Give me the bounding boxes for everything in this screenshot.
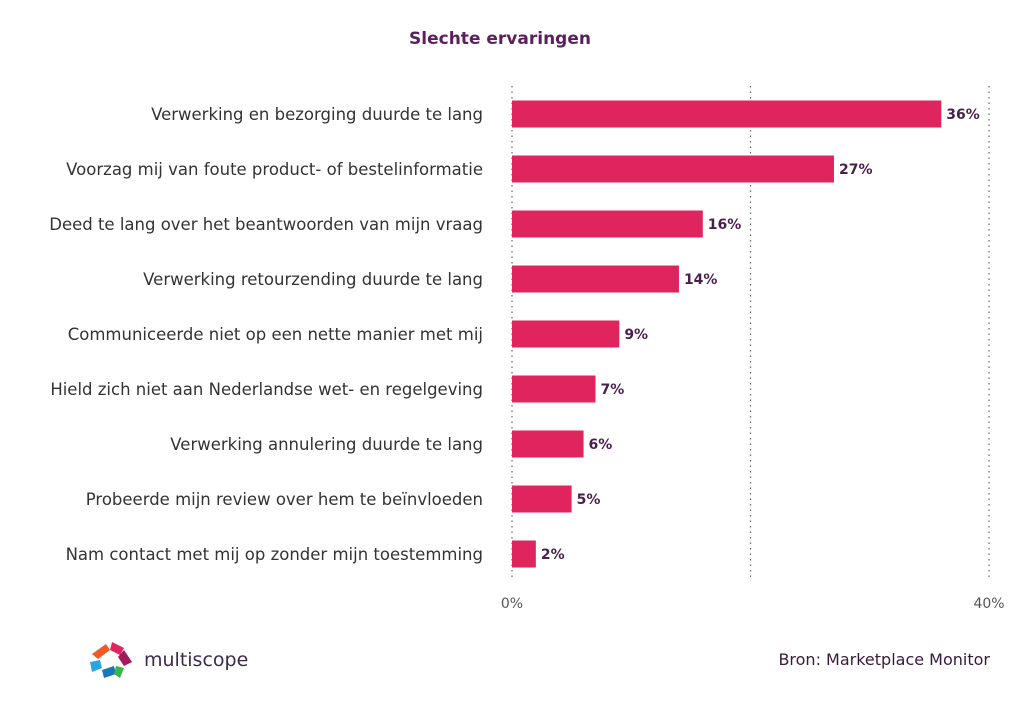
chart-title: Slechte ervaringen [409, 29, 591, 49]
value-label: 2% [541, 547, 565, 563]
bar [512, 320, 620, 348]
category-label: Verwerking annulering duurde te lang [170, 435, 483, 454]
source-note: Bron: Marketplace Monitor [778, 650, 990, 669]
bar-chart: Slechte ervaringen Verwerking en bezorgi… [49, 29, 1005, 612]
category-label: Communiceerde niet op een nette manier m… [68, 325, 483, 344]
value-labels: 36% 27% 16% 14% 9% 7% 6% 5% 2% [541, 107, 980, 563]
category-label: Voorzag mij van foute product- of bestel… [66, 160, 483, 179]
category-label: Probeerde mijn review over hem te beïnvl… [86, 490, 483, 509]
multiscope-logo: multiscope [88, 640, 248, 680]
value-label: 36% [946, 107, 980, 123]
bar [512, 485, 572, 513]
value-label: 9% [624, 327, 648, 343]
category-labels: Verwerking en bezorging duurde te lang Vo… [49, 105, 483, 564]
logo-text: multiscope [144, 649, 249, 671]
bar [512, 540, 536, 568]
category-label: Verwerking retourzending duurde te lang [143, 270, 483, 289]
value-label: 6% [589, 437, 613, 453]
bar [512, 375, 596, 403]
x-tick-label: 0% [501, 596, 523, 612]
x-axis-ticks: 0% 40% [501, 596, 1005, 612]
multiscope-logo-icon [90, 642, 132, 678]
value-label: 14% [684, 272, 718, 288]
bar [512, 155, 834, 183]
x-tick-label: 40% [973, 596, 1004, 612]
bar [512, 100, 942, 128]
value-label: 16% [708, 217, 742, 233]
category-label: Nam contact met mij op zonder mijn toest… [66, 545, 483, 564]
category-label: Hield zich niet aan Nederlandse wet- en … [50, 380, 483, 399]
value-label: 7% [600, 382, 624, 398]
bars [512, 100, 942, 568]
category-label: Verwerking en bezorging duurde te lang [151, 105, 483, 124]
category-label: Deed te lang over het beantwoorden van m… [49, 215, 483, 234]
bar [512, 210, 703, 238]
value-label: 5% [577, 492, 601, 508]
bar [512, 265, 679, 293]
bar [512, 430, 584, 458]
value-label: 27% [839, 162, 873, 178]
